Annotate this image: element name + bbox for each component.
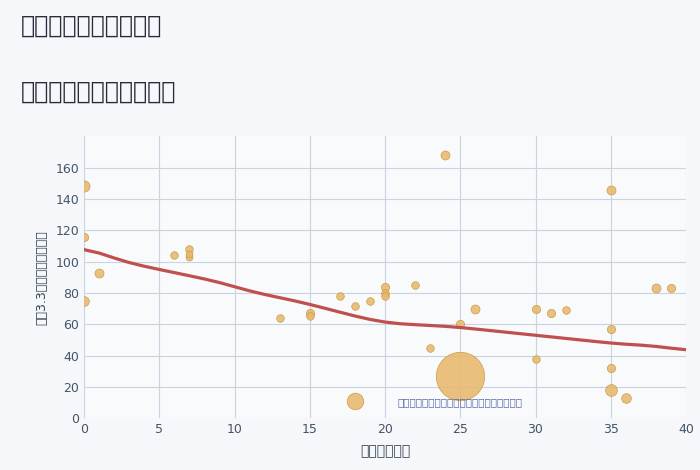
Point bbox=[530, 305, 541, 313]
Point bbox=[183, 250, 195, 258]
Point bbox=[530, 355, 541, 362]
Point bbox=[304, 310, 315, 317]
Point bbox=[169, 251, 180, 259]
Point bbox=[605, 186, 617, 193]
Point bbox=[78, 183, 90, 190]
Point bbox=[605, 325, 617, 333]
Point bbox=[620, 394, 631, 402]
Point bbox=[424, 344, 435, 352]
Point bbox=[455, 321, 466, 328]
Point bbox=[650, 284, 662, 292]
Point bbox=[410, 282, 421, 289]
Point bbox=[93, 269, 105, 276]
Point bbox=[379, 283, 391, 290]
Point bbox=[470, 305, 481, 313]
Point bbox=[440, 151, 451, 159]
Point bbox=[78, 297, 90, 305]
X-axis label: 築年数（年）: 築年数（年） bbox=[360, 445, 410, 459]
Point bbox=[605, 364, 617, 372]
Text: 築年数別中古戸建て価格: 築年数別中古戸建て価格 bbox=[21, 80, 176, 104]
Point bbox=[335, 292, 346, 300]
Point bbox=[183, 245, 195, 253]
Point bbox=[304, 313, 315, 320]
Point bbox=[665, 284, 676, 292]
Point bbox=[379, 292, 391, 300]
Y-axis label: 坪（3.3㎡）単価（万円）: 坪（3.3㎡）単価（万円） bbox=[35, 230, 48, 325]
Point bbox=[183, 253, 195, 261]
Text: 奈良県奈良市手貝町の: 奈良県奈良市手貝町の bbox=[21, 14, 162, 38]
Point bbox=[274, 314, 286, 322]
Point bbox=[379, 289, 391, 297]
Point bbox=[455, 372, 466, 380]
Point bbox=[78, 233, 90, 240]
Text: 円の大きさは、取引のあった物件面積を示す: 円の大きさは、取引のあった物件面積を示す bbox=[397, 397, 522, 407]
Point bbox=[349, 397, 360, 405]
Point bbox=[364, 297, 375, 305]
Point bbox=[560, 306, 571, 314]
Point bbox=[605, 386, 617, 394]
Point bbox=[349, 302, 360, 309]
Point bbox=[545, 310, 556, 317]
